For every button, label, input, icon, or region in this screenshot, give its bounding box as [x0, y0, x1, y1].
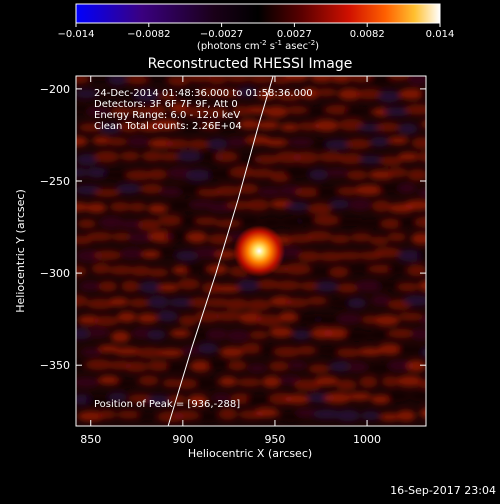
annotation-time-range: 24-Dec-2014 01:48:36.000 to 01:58:36.000 [94, 88, 313, 99]
x-tick-label: 1000 [353, 433, 381, 446]
timestamp: 16-Sep-2017 23:04 [390, 484, 496, 497]
x-tick-label: 850 [80, 433, 101, 446]
y-tick-label: −200 [40, 83, 70, 96]
x-axis-label: Heliocentric X (arcsec) [188, 447, 312, 460]
y-tick-label: −350 [40, 359, 70, 372]
y-tick-label: −250 [40, 175, 70, 188]
annotation-energy: Energy Range: 6.0 - 12.0 keV [94, 110, 240, 121]
peak-source [233, 225, 286, 277]
plot-area [76, 76, 426, 426]
image-texture [76, 76, 426, 423]
annotation-peak-position: Position of Peak = [936,-288] [94, 399, 240, 410]
chart-title: Reconstructed RHESSI Image [148, 56, 353, 72]
colorbar [75, 3, 441, 24]
colorbar-ticks: −0.014 −0.0082 −0.0027 0.0027 0.0082 0.014 [57, 23, 454, 40]
colorbar-tick-label: −0.0082 [127, 29, 170, 40]
y-tick-label: −300 [40, 267, 70, 280]
colorbar-tick-label: −0.0027 [200, 29, 243, 40]
solar-limb-line [167, 76, 274, 426]
axis-ticks: 850 900 950 1000 −200 −250 −300 −350 [40, 76, 426, 446]
x-tick-label: 900 [172, 433, 193, 446]
colorbar-tick-label: −0.014 [57, 29, 94, 40]
y-axis-label: Heliocentric Y (arcsec) [14, 189, 27, 313]
plot-frame [75, 75, 427, 427]
x-tick-label: 950 [264, 433, 285, 446]
colorbar-tick-label: 0.0027 [277, 29, 312, 40]
colorbar-tick-label: 0.0082 [350, 29, 385, 40]
annotation-clean: Clean Total counts: 2.26E+04 [94, 121, 242, 132]
colorbar-tick-label: 0.014 [426, 29, 455, 40]
colorbar-unit: (photons cm-2 s-1 asec-2) [197, 39, 319, 52]
annotation-detectors: Detectors: 3F 6F 7F 9F, Att 0 [94, 99, 238, 110]
